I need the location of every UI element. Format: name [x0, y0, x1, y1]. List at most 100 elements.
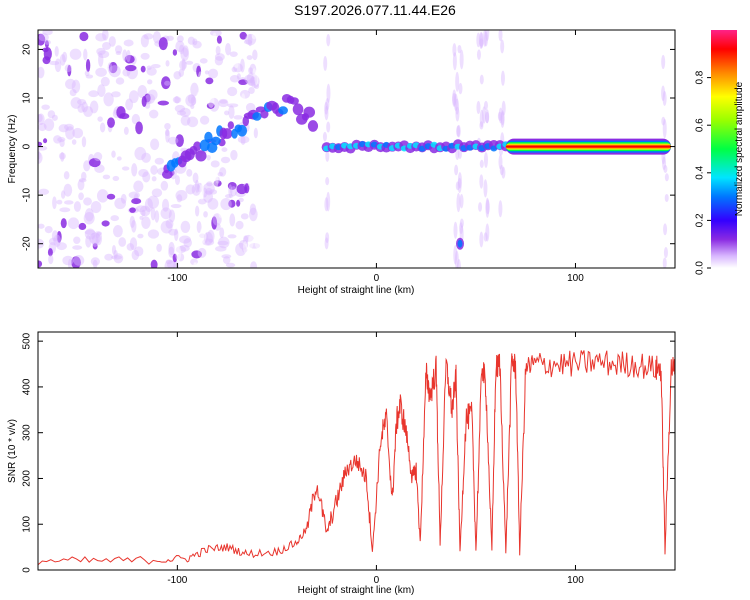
spectral-blob	[476, 49, 481, 60]
spectral-blob	[456, 193, 461, 213]
spectral-blob	[175, 245, 182, 262]
spectral-blob	[38, 150, 41, 160]
spectral-blob	[217, 108, 222, 119]
spectral-blob	[483, 232, 488, 242]
spectral-blob	[231, 66, 238, 73]
spectral-blob	[230, 41, 236, 51]
spectral-blob	[102, 30, 109, 41]
spectral-blob	[254, 237, 262, 249]
spectral-blob	[220, 156, 231, 164]
spectral-blob	[38, 122, 47, 132]
spectral-blob	[58, 152, 66, 160]
spectral-blob	[108, 65, 121, 78]
spectral-blob	[83, 212, 95, 225]
spectral-blob	[459, 84, 464, 100]
spectral-blob	[227, 234, 237, 239]
spectral-blob	[369, 250, 376, 259]
spectral-blob	[339, 182, 343, 197]
spectral-blob	[485, 109, 490, 124]
chart-title: S197.2026.077.11.44.E26	[294, 2, 456, 18]
spectral-blob	[59, 54, 66, 66]
spectral-blob	[288, 254, 296, 260]
spectral-blob	[453, 245, 458, 265]
spectral-blob	[453, 93, 458, 112]
spectral-blob	[135, 121, 143, 135]
spectral-blob	[115, 51, 122, 56]
spectral-blob	[91, 232, 96, 240]
spectral-blob	[122, 49, 128, 62]
spectral-blob	[294, 58, 299, 69]
spectral-blob	[203, 231, 213, 246]
spectral-blob	[119, 113, 130, 120]
spectral-blob	[179, 107, 191, 117]
spectral-blob	[249, 207, 258, 222]
spectral-blob	[500, 111, 505, 128]
spectral-blob	[207, 94, 215, 108]
spectral-blob	[460, 35, 466, 47]
spectral-blob	[199, 227, 207, 244]
spectral-blob	[479, 32, 484, 49]
spectral-blob	[457, 148, 462, 160]
spectral-blob	[98, 52, 104, 67]
snr-series-line	[38, 350, 675, 566]
spectral-blob	[142, 171, 151, 183]
spectral-blob	[73, 201, 81, 212]
spectral-blob	[323, 55, 328, 71]
spectral-blob	[150, 138, 160, 151]
spectral-blob	[146, 67, 157, 76]
spectral-blob	[244, 74, 255, 84]
spectral-blob	[455, 106, 460, 122]
spectral-blob	[91, 235, 99, 248]
colorbar-label: Normalized spectral amplitude	[734, 81, 745, 216]
spectral-blob	[222, 256, 231, 265]
spectral-blob	[137, 84, 148, 99]
spectral-blob	[455, 71, 460, 92]
spectral-blob	[191, 250, 203, 259]
spectral-blob	[172, 253, 178, 263]
colorbar-tick-label: 0.6	[695, 118, 706, 132]
spectral-blob	[110, 215, 120, 222]
spectral-blob	[485, 223, 490, 242]
spectral-blob	[321, 103, 328, 119]
spectral-blob	[172, 96, 182, 104]
spectral-blob	[229, 51, 238, 57]
spectral-blob	[236, 199, 241, 207]
spectral-blob	[108, 61, 118, 74]
x-tick-label: 0	[374, 273, 380, 284]
spectral-blob	[243, 234, 254, 242]
spectral-blob	[482, 106, 487, 124]
spectral-blob	[501, 166, 506, 179]
spectral-blob	[179, 235, 191, 244]
spectral-blob	[459, 49, 464, 70]
spectral-blob	[85, 235, 92, 248]
spectral-blob	[174, 104, 186, 113]
spectral-blob	[95, 231, 103, 246]
spectral-blob	[240, 135, 246, 145]
spectral-blob	[427, 48, 433, 54]
spectral-blob	[225, 42, 232, 56]
spectral-blob	[176, 194, 183, 203]
spectral-blob	[217, 171, 224, 177]
spectral-blob	[157, 100, 170, 106]
spectral-blob	[233, 63, 243, 73]
spectral-blob	[140, 65, 146, 73]
spectral-blob	[399, 177, 405, 193]
spectral-blob	[77, 104, 85, 113]
spectral-blob	[176, 35, 184, 43]
spectral-blob	[44, 40, 49, 48]
spectral-blob	[208, 68, 219, 79]
colorbar-tick-label: 0.2	[695, 213, 706, 227]
spectral-blob	[175, 40, 185, 52]
spectral-blob	[71, 139, 77, 145]
spectral-blob	[420, 158, 426, 166]
spectral-blob	[479, 121, 484, 130]
spectral-blob	[202, 187, 208, 198]
spectral-blob	[177, 253, 185, 262]
spectral-blob	[193, 262, 200, 268]
y-tick-label: 500	[22, 332, 33, 349]
colorbar-ticks: 0.0 0.2 0.4 0.6 0.8	[695, 70, 711, 275]
spectral-blob	[173, 70, 182, 80]
spectral-blob	[206, 102, 215, 109]
spectral-blob	[48, 60, 60, 66]
